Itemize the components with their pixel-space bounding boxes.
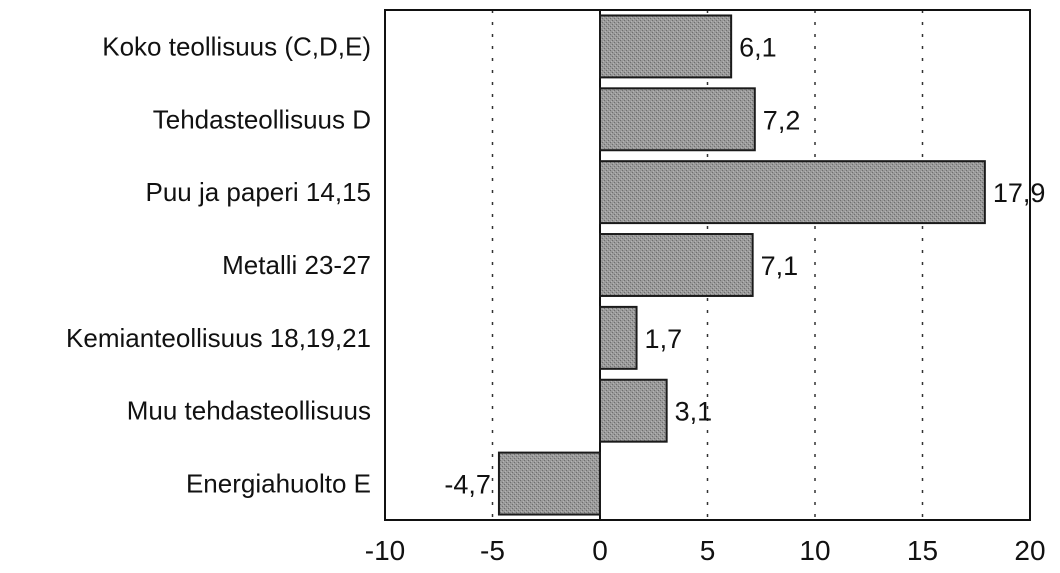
- value-label-4: 1,7: [645, 324, 683, 354]
- bar-0: [599, 14, 733, 79]
- labels: Koko teollisuus (C,D,E) 6,1 Tehdasteollisu…: [66, 31, 1046, 566]
- value-label-5: 3,1: [675, 397, 713, 427]
- value-label-6: -4,7: [444, 470, 491, 500]
- value-label-2: 17,9: [993, 178, 1046, 208]
- category-label-5: Muu tehdasteollisuus: [127, 396, 371, 426]
- bar-4: [599, 305, 638, 370]
- bar-3: [599, 233, 754, 297]
- bar-1: [599, 87, 756, 152]
- x-tick-label-3: 5: [700, 535, 716, 566]
- category-label-4: Kemianteollisuus 18,19,21: [66, 323, 371, 353]
- value-label-3: 7,1: [761, 251, 799, 281]
- bar-6: [497, 451, 602, 516]
- category-label-1: Tehdasteollisuus D: [153, 104, 371, 134]
- x-tick-label-4: 10: [799, 535, 830, 566]
- x-tick-label-1: -5: [480, 535, 505, 566]
- category-label-6: Energiahuolto E: [186, 469, 371, 499]
- category-label-3: Metalli 23-27: [222, 250, 371, 280]
- bar-5: [599, 378, 668, 443]
- x-tick-label-0: -10: [365, 535, 405, 566]
- value-label-0: 6,1: [739, 32, 777, 62]
- x-tick-label-6: 20: [1014, 535, 1045, 566]
- plot-frame: [384, 9, 1031, 521]
- bars: [497, 14, 986, 516]
- x-tick-label-2: 0: [592, 535, 608, 566]
- category-label-0: Koko teollisuus (C,D,E): [102, 31, 371, 61]
- category-label-2: Puu ja paperi 14,15: [145, 177, 371, 207]
- bar-2: [599, 160, 986, 225]
- x-tick-label-5: 15: [907, 535, 938, 566]
- value-label-1: 7,2: [763, 105, 801, 135]
